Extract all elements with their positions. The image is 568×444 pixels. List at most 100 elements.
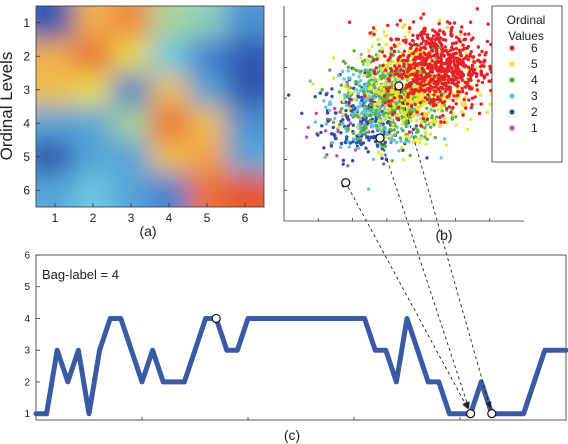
scatter-point bbox=[320, 124, 324, 128]
scatter-point bbox=[433, 41, 437, 45]
scatter-point bbox=[478, 93, 482, 97]
scatter-point bbox=[426, 72, 431, 76]
scatter-point bbox=[344, 103, 349, 107]
scatter-point bbox=[339, 141, 344, 146]
scatter-point bbox=[432, 109, 437, 113]
scatter-point bbox=[463, 85, 468, 89]
scatter-point bbox=[357, 146, 361, 150]
scatter-point bbox=[389, 128, 394, 132]
scatter-point bbox=[426, 110, 431, 115]
legend-marker bbox=[509, 109, 515, 115]
scatter-point bbox=[396, 58, 400, 62]
scatter-point bbox=[428, 86, 432, 91]
scatter-point bbox=[384, 68, 388, 72]
scatter-point bbox=[378, 100, 382, 105]
scatter-point bbox=[431, 34, 436, 38]
scatter-point bbox=[445, 59, 450, 63]
scatter-point bbox=[415, 34, 420, 38]
legend-marker bbox=[509, 125, 515, 131]
legend-label: 1 bbox=[531, 121, 538, 135]
scatter-point bbox=[407, 130, 412, 134]
scatter-point bbox=[440, 109, 444, 113]
scatter-point bbox=[423, 83, 427, 87]
scatter-point bbox=[379, 126, 384, 130]
scatter-point bbox=[396, 130, 400, 134]
heatmap-cell bbox=[188, 39, 227, 74]
scatter-point bbox=[375, 126, 379, 130]
scatter-highlighted-points bbox=[341, 81, 404, 188]
scatter-point bbox=[399, 146, 404, 150]
scatter-point bbox=[355, 137, 360, 141]
scatter-point bbox=[436, 107, 440, 112]
heatmap-x-tick-label: 4 bbox=[166, 211, 173, 225]
scatter-point bbox=[405, 119, 409, 123]
scatter-point bbox=[460, 86, 464, 91]
scatter-point bbox=[336, 129, 340, 134]
scatter-point bbox=[351, 104, 355, 108]
heatmap-cell bbox=[188, 173, 227, 207]
scatter-point bbox=[398, 136, 403, 140]
scatter-point bbox=[376, 150, 381, 155]
caption-b: (b) bbox=[435, 227, 452, 243]
heatmap-y-tick-label: 4 bbox=[23, 116, 30, 130]
scatter-point bbox=[390, 98, 394, 103]
scatter-point bbox=[351, 159, 355, 163]
legend-marker bbox=[509, 61, 515, 67]
scatter-point bbox=[476, 45, 480, 49]
scatter-point bbox=[385, 131, 389, 135]
scatter-point bbox=[323, 155, 327, 160]
scatter-point bbox=[343, 84, 348, 89]
scatter-point bbox=[428, 79, 432, 84]
scatter-point bbox=[470, 103, 474, 107]
scatter-point bbox=[479, 102, 483, 106]
scatter-point bbox=[404, 134, 409, 139]
scatter-point bbox=[402, 49, 407, 53]
scatter-point bbox=[454, 35, 459, 39]
line-x-ticks bbox=[141, 417, 461, 420]
scatter-point bbox=[372, 32, 376, 36]
scatter-point bbox=[419, 30, 424, 35]
scatter-point bbox=[390, 118, 394, 122]
scatter-point bbox=[419, 73, 423, 78]
bag-label-annotation: Bag-label = 4 bbox=[42, 267, 119, 282]
scatter-point bbox=[435, 47, 439, 51]
scatter-point bbox=[395, 67, 399, 71]
scatter-point bbox=[338, 110, 342, 114]
scatter-point bbox=[413, 135, 418, 139]
scatter-point bbox=[409, 104, 414, 109]
legend-title-line2: Values bbox=[508, 29, 544, 43]
scatter-point bbox=[381, 73, 385, 78]
scatter-point bbox=[464, 64, 468, 68]
heatmap-cell bbox=[150, 73, 189, 107]
scatter-point bbox=[413, 42, 417, 47]
scatter-point bbox=[463, 102, 468, 106]
scatter-point bbox=[448, 78, 453, 82]
scatter-point bbox=[396, 113, 400, 118]
scatter-point bbox=[412, 57, 416, 62]
line-frame bbox=[35, 254, 567, 421]
scatter-point bbox=[364, 126, 368, 131]
scatter-point bbox=[327, 102, 332, 107]
scatter-point bbox=[447, 75, 451, 79]
scatter-point bbox=[461, 57, 466, 61]
scatter-point bbox=[437, 22, 441, 26]
heatmap-cell bbox=[226, 106, 264, 141]
scatter-point bbox=[459, 30, 463, 34]
scatter-point bbox=[326, 119, 330, 123]
scatter-point bbox=[443, 137, 447, 141]
scatter-point bbox=[451, 73, 455, 78]
scatter-point bbox=[389, 53, 393, 57]
scatter-point bbox=[366, 150, 370, 154]
scatter-point bbox=[367, 54, 371, 58]
scatter-point bbox=[444, 143, 449, 147]
heatmap-cell bbox=[74, 6, 113, 40]
scatter-point bbox=[408, 26, 412, 31]
scatter-point bbox=[381, 63, 385, 68]
scatter-point bbox=[343, 93, 347, 97]
scatter-point bbox=[349, 98, 353, 102]
connector-line bbox=[347, 186, 469, 410]
scatter-point bbox=[402, 64, 406, 69]
scatter-point bbox=[430, 59, 434, 63]
scatter-point bbox=[376, 54, 380, 59]
scatter-point bbox=[429, 108, 433, 112]
